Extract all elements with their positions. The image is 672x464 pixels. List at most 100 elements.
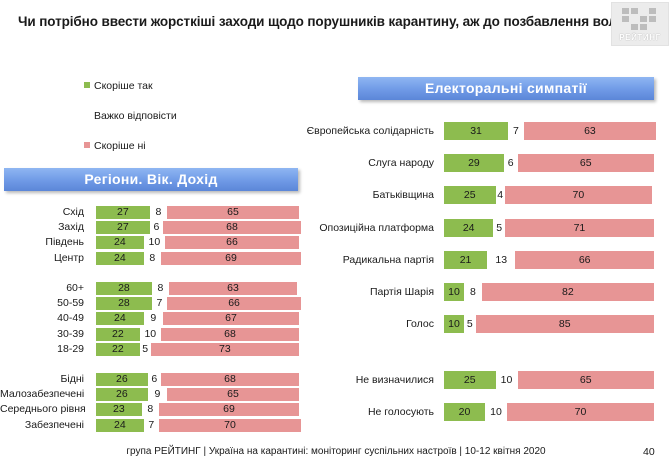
left-bar-undecided: 6 [150,221,162,235]
right-bar-no: 82 [481,283,654,301]
left-bar-no: 69 [160,251,302,265]
page-number: 40 [643,446,655,458]
left-bar-yes: 24 [96,251,144,265]
right-bar-no: 70 [507,403,654,422]
left-row: Схід 27 8 65 [0,206,672,219]
right-row: Голос 10 5 85 [0,315,672,334]
left-bar-no: 67 [162,312,299,326]
right-bar-undecided: 6 [504,154,517,173]
left-row-label: Забезпечені [24,418,84,431]
logo-grid-cell [631,24,638,30]
left-bar-undecided: 8 [142,403,158,417]
right-bar-undecided: 10 [486,403,506,422]
right-row: Батьківщина 25 4 70 [0,186,672,205]
left-bar-undecided: 6 [148,373,160,386]
logo-text: РЕЙТИНГ [619,33,661,42]
legend-label-no: Скоріше ні [94,140,146,152]
left-bar-undecided: 9 [148,388,167,402]
logo-grid-cell [622,8,629,14]
left-row: 40-49 24 9 67 [0,312,672,326]
right-row: Не визначилися 25 10 65 [0,371,672,389]
left-bar-no: 65 [167,206,299,219]
right-bar-yes: 24 [444,218,494,237]
left-row-label: Захід [58,221,84,234]
right-row-label: Батьківщина [372,189,434,202]
legend-item-yes: Скоріше так [84,80,153,92]
left-bar-no: 73 [150,342,299,356]
left-bar-yes: 26 [96,388,148,402]
logo-grid-cell [649,16,656,22]
right-bar-undecided: 5 [494,218,504,237]
legend-swatch-yes [84,82,90,88]
left-section-banner: Регіони. Вік. Дохід [4,168,298,191]
left-row: Середнього рівня 23 8 69 [0,403,672,417]
legend-label-yes: Скоріше так [94,80,153,92]
legend-label-undecided: Важко відповісти [94,110,177,122]
right-row: Партія Шарія 10 8 82 [0,283,672,301]
logo-grid-cell [640,16,647,22]
right-row-label: Не голосують [367,406,434,419]
right-bar-yes: 20 [444,403,485,422]
right-bar-undecided: 13 [488,250,515,269]
left-row-label: 18-29 [57,342,84,355]
left-bar-no: 68 [160,373,299,386]
left-bar-no: 65 [167,388,299,402]
left-bar-yes: 22 [96,327,140,341]
right-bar-no: 65 [517,371,654,389]
legend-swatch-no [84,142,90,148]
right-bar-no: 85 [475,315,654,334]
right-bar-yes: 29 [444,154,504,173]
left-row: Південь 24 10 66 [0,236,672,250]
right-row-label: Партія Шарія [369,286,434,298]
right-bar-yes: 21 [444,250,488,269]
right-bar-no: 71 [504,218,654,237]
right-bar-undecided: 8 [465,283,481,301]
page-title: Чи потрібно ввести жорсткіші заходи щодо… [18,14,633,29]
left-bar-undecided: 8 [150,206,167,219]
left-bar-no: 66 [167,297,302,311]
left-bar-yes: 27 [96,221,150,235]
left-bar-yes: 27 [96,206,150,219]
legend-swatch-undecided [84,112,90,118]
left-bar-no: 63 [169,282,297,295]
left-row-label: 50-59 [57,297,84,310]
right-section-banner: Електоральні симпатії [358,77,654,100]
left-row-label: 60+ [66,282,84,294]
left-bar-undecided: 10 [144,236,165,250]
left-row-label: Середнього рівня [0,403,86,416]
left-bar-yes: 28 [96,297,152,311]
right-bar-yes: 10 [444,315,464,334]
left-row: Бідні 26 6 68 [0,373,672,386]
left-row: Забезпечені 24 7 70 [0,418,672,432]
right-row: Слуга народу 29 6 65 [0,154,672,173]
left-row: Центр 24 8 69 [0,251,672,265]
right-bar-no: 63 [523,122,657,140]
left-bar-no: 68 [160,327,299,341]
legend-item-undecided: Важко відповісти [84,110,177,122]
right-bar-yes: 25 [444,186,496,205]
right-bar-no: 70 [504,186,652,205]
left-row: 18-29 22 5 73 [0,342,672,356]
left-row: 30-39 22 10 68 [0,327,672,341]
left-row: Захід 27 6 68 [0,221,672,235]
left-row-label: 40-49 [57,312,84,325]
left-bar-yes: 23 [96,403,142,417]
right-bar-undecided: 10 [496,371,517,389]
right-bar-undecided: 5 [465,315,475,334]
right-bar-yes: 25 [444,371,496,389]
logo-grid-icon [622,8,658,32]
left-row-label: Схід [62,206,84,218]
left-row-label: Південь [45,236,84,249]
right-row-label: Радикальна партія [342,253,434,266]
right-row-label: Не визначилися [355,374,434,386]
logo-grid-cell [631,8,638,14]
right-row: Радикальна партія 21 13 66 [0,250,672,269]
left-bar-no: 68 [162,221,302,235]
right-row-label: Європейська солідарність [306,125,434,137]
left-bar-yes: 24 [96,312,144,326]
right-bar-no: 66 [515,250,654,269]
right-row-label: Голос [406,318,434,331]
right-bar-no: 65 [517,154,654,173]
left-bar-yes: 28 [96,282,152,295]
left-bar-undecided: 5 [140,342,150,356]
